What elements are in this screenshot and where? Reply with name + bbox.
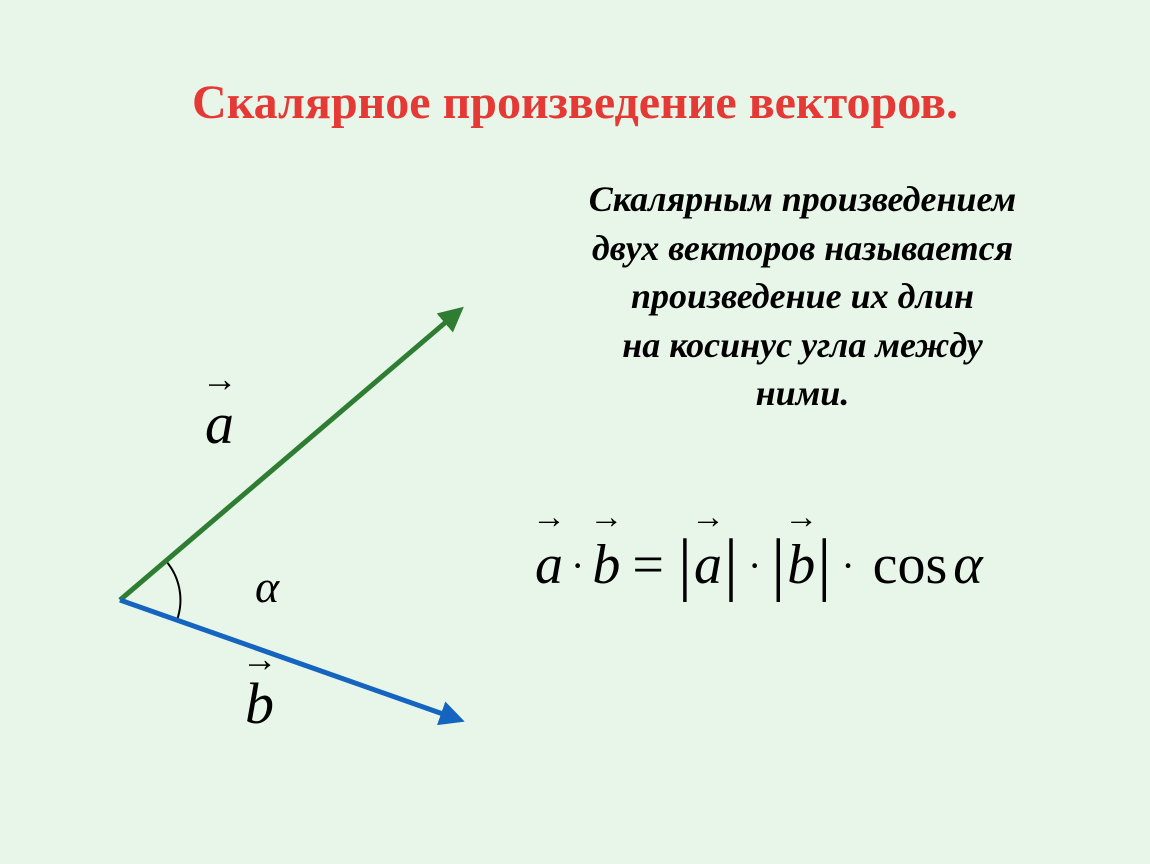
label-angle-alpha: α (255, 560, 279, 613)
formula-bar-1: | (676, 530, 694, 600)
definition-line3: произведение их длин (631, 276, 974, 316)
formula-alpha: α (947, 533, 982, 597)
definition-line2: двух векторов называется (592, 228, 1013, 268)
formula-vec-b-2: b (787, 533, 815, 597)
vector-a-arrow (120, 310, 460, 600)
definition-line1: Скалярным произведением (589, 179, 1016, 219)
angle-arc (166, 561, 180, 620)
definition-line5: ними. (756, 373, 850, 413)
formula-dot-2: · (740, 542, 769, 589)
formula-bar-3: | (769, 530, 787, 600)
formula-bar-4: | (815, 530, 833, 600)
vector-diagram: a b α (40, 290, 500, 760)
formula-vec-a-1: a (535, 533, 563, 597)
label-vector-b: b (245, 670, 274, 737)
formula-bar-2: | (722, 530, 740, 600)
formula-vec-b-1: b (592, 533, 620, 597)
formula-cos: cos (863, 533, 948, 597)
formula-dot-3: · (833, 542, 862, 589)
formula-vec-a-2: a (694, 533, 722, 597)
definition-text: Скалярным произведением двух векторов на… (500, 175, 1105, 418)
dot-product-formula: a · b = | a | · | b | · cos α (535, 530, 983, 600)
formula-equals: = (620, 533, 676, 597)
label-vector-a: a (205, 390, 234, 457)
slide-title: Скалярное произведение векторов. (0, 75, 1150, 130)
definition-line4: на косинус угла между (622, 325, 982, 365)
vector-b-arrow (120, 600, 460, 720)
formula-dot-1: · (563, 542, 592, 589)
